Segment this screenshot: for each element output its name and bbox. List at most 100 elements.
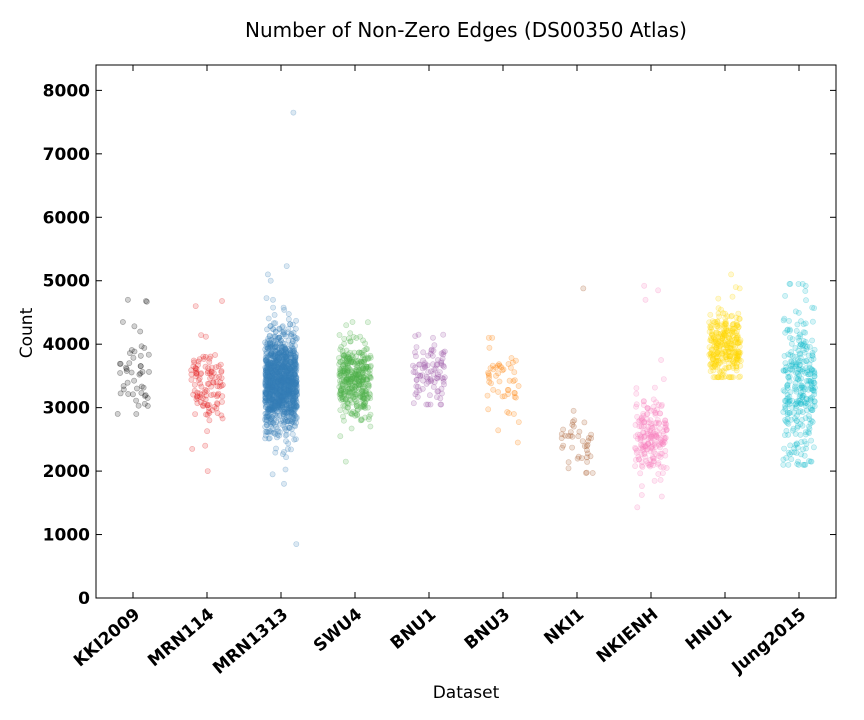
data-point (579, 438, 586, 444)
data-point (197, 371, 204, 377)
data-point (268, 362, 275, 369)
data-point (496, 378, 503, 385)
x-tick-label: NKIENH (593, 605, 662, 668)
data-point (710, 374, 717, 381)
data-point (347, 410, 354, 416)
data-point (265, 359, 272, 366)
data-point (279, 385, 286, 392)
data-point (277, 349, 284, 356)
data-point (266, 367, 273, 374)
data-point (201, 400, 208, 407)
data-point (286, 387, 292, 394)
data-point (290, 383, 297, 390)
data-point (292, 393, 299, 399)
data-point (718, 337, 725, 344)
data-point (277, 388, 284, 395)
data-point (128, 369, 135, 376)
data-point (795, 366, 802, 372)
data-point (264, 393, 271, 400)
data-point (266, 404, 273, 411)
data-point (269, 414, 276, 421)
data-point (799, 393, 806, 400)
data-point (270, 395, 277, 401)
y-tick-label: 2000 (43, 462, 90, 482)
data-point (125, 296, 131, 303)
data-point (266, 383, 272, 389)
data-point (348, 425, 355, 432)
data-point (271, 379, 278, 386)
data-point (275, 397, 282, 404)
data-point (273, 370, 280, 377)
data-point (266, 395, 273, 401)
data-point (281, 378, 288, 384)
data-point (137, 352, 144, 359)
data-point (218, 375, 225, 381)
data-point (264, 411, 271, 418)
data-point (290, 402, 297, 409)
data-point (130, 391, 136, 398)
series-nkienh (632, 282, 670, 511)
data-point (293, 368, 299, 375)
data-point (264, 338, 271, 345)
data-point (270, 325, 277, 332)
data-point (266, 352, 273, 358)
data-point (123, 364, 129, 371)
data-point (264, 365, 271, 372)
data-point (274, 373, 281, 380)
data-point (291, 436, 298, 443)
data-point (278, 365, 285, 371)
y-tick-label: 1000 (43, 526, 90, 546)
data-point (271, 370, 278, 377)
data-point (275, 401, 282, 408)
data-point (286, 408, 292, 414)
data-point (291, 368, 298, 375)
data-point (271, 354, 278, 361)
data-point (200, 403, 207, 409)
data-point (291, 383, 298, 390)
data-point (216, 383, 223, 390)
data-point (287, 381, 294, 388)
data-point (287, 347, 294, 354)
data-point (285, 337, 292, 344)
data-point (278, 394, 285, 401)
data-point (202, 396, 209, 403)
data-point (279, 328, 286, 335)
data-point (282, 432, 289, 439)
data-point (144, 402, 151, 409)
data-point (266, 406, 273, 412)
data-point (273, 362, 280, 369)
data-point (274, 403, 281, 410)
data-point (787, 327, 793, 334)
data-point (279, 345, 286, 352)
data-point (262, 367, 269, 374)
data-point (781, 388, 788, 395)
data-point (291, 370, 298, 377)
data-point (266, 359, 273, 366)
data-point (735, 334, 741, 341)
data-point (425, 369, 431, 375)
data-point (263, 413, 270, 420)
data-point (278, 361, 284, 367)
data-point (188, 371, 195, 378)
data-point (293, 403, 300, 410)
data-point (726, 374, 733, 381)
data-point (270, 404, 277, 411)
data-point (271, 364, 277, 371)
data-point (285, 381, 291, 388)
data-point (285, 316, 292, 323)
data-point (707, 361, 714, 368)
data-point (277, 351, 283, 357)
x-tick-label: BNU1 (387, 605, 440, 654)
data-point (267, 400, 274, 407)
data-point (198, 383, 205, 390)
data-point (275, 366, 281, 373)
data-point (285, 345, 291, 352)
data-point (280, 376, 287, 383)
data-point (114, 410, 121, 417)
data-point (638, 492, 645, 498)
data-point (273, 369, 280, 376)
data-point (284, 412, 291, 419)
data-point (272, 449, 279, 456)
data-point (721, 374, 727, 381)
data-point (286, 376, 293, 383)
